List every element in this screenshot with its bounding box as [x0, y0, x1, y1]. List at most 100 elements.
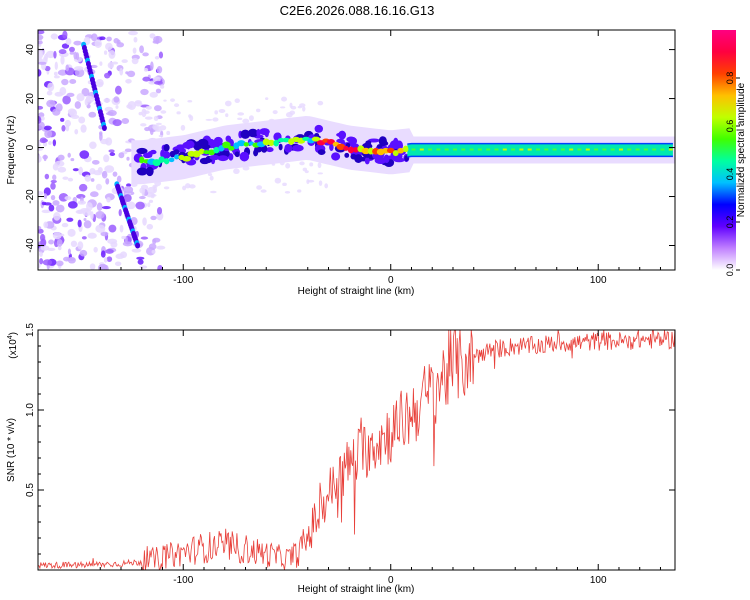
spectrogram-noise-cell	[38, 147, 44, 151]
spectrogram-noise-cell	[73, 40, 82, 46]
spectrogram-noise-cell	[124, 148, 132, 153]
spectrogram-noise-cell	[242, 118, 250, 124]
spectrogram-noise-cell	[131, 248, 142, 253]
spectrogram-noise-cell	[153, 115, 159, 121]
spectrogram-noise-cell	[188, 114, 192, 118]
spectrogram-y-tick-label: 0	[25, 144, 36, 150]
spectrogram-noise-cell	[106, 256, 113, 262]
spectrogram-ridge-cell	[327, 138, 335, 145]
spectrogram-y-tick-label: 20	[25, 93, 36, 105]
spectrogram-noise-cell	[38, 40, 43, 45]
spectrogram-noise-cell	[79, 150, 90, 159]
spectrogram-core-cell	[652, 148, 657, 151]
spectrogram-noise-cell	[39, 251, 43, 257]
spectrogram-noise-cell	[152, 238, 157, 245]
spectrogram-noise-cell	[72, 168, 79, 172]
spectrogram-ridge-cell	[317, 149, 326, 155]
spectrogram-noise-cell	[38, 69, 42, 77]
spectrogram-ridge-cell	[392, 150, 399, 157]
spectrogram-noise-cell	[145, 105, 152, 110]
spectrogram-noise-cell	[152, 40, 160, 44]
spectrogram-noise-cell	[38, 30, 45, 35]
spectrogram-ridge-cell	[311, 136, 321, 142]
spectrogram-marks	[38, 30, 675, 270]
spectrogram-noise-cell	[50, 182, 56, 190]
spectrogram-noise-cell	[123, 194, 132, 203]
spectrogram-noise-cell	[136, 256, 145, 260]
spectrogram-ridge-cell	[314, 133, 320, 138]
spectrogram-noise-cell	[59, 86, 67, 96]
spectrogram-noise-cell	[104, 264, 109, 270]
spectrogram-noise-cell	[103, 154, 110, 163]
spectrogram-noise-cell	[65, 38, 72, 46]
spectrogram-noise-cell	[260, 189, 267, 193]
spectrogram-noise-cell	[56, 239, 63, 247]
spectrogram-noise-cell	[90, 33, 98, 42]
spectrogram-noise-cell	[176, 111, 181, 115]
spectrogram-core-cell	[419, 148, 424, 151]
spectrogram-noise-cell	[135, 201, 145, 210]
spectrogram-noise-cell	[134, 101, 143, 107]
spectrogram-noise-cell	[116, 175, 122, 183]
spectrogram-noise-cell	[159, 125, 167, 131]
spectrogram-noise-cell	[74, 128, 79, 135]
spectrogram-noise-cell	[52, 174, 57, 181]
spectrogram-noise-cell	[142, 52, 149, 57]
figure-title: C2E6.2026.088.16.16.G13	[280, 3, 435, 18]
spectrogram-noise-cell	[214, 110, 219, 115]
spectrogram-noise-cell	[237, 112, 245, 116]
snr-multiplier-prefix: (x10	[8, 339, 19, 359]
spectrogram-noise-cell	[50, 179, 57, 184]
spectrogram-noise-cell	[121, 117, 130, 124]
colorbar: 0.0 0.2 0.4 0.6 0.8 Normalized spectral ampl…	[712, 30, 747, 276]
spectrogram-ridge-cell	[243, 142, 249, 147]
spectrogram-noise-cell	[302, 106, 306, 112]
spectrogram-core-cell	[643, 148, 648, 151]
spectrogram-noise-cell	[153, 186, 158, 193]
spectrogram-ridge-cell	[336, 132, 345, 137]
spectrogram-noise-cell	[156, 207, 163, 215]
spectrogram-noise-cell	[95, 210, 105, 219]
snr-x-tick-label: -100	[173, 575, 193, 586]
spectrogram-noise-cell	[90, 178, 95, 182]
spectrogram-core-cell	[560, 148, 565, 151]
spectrogram-ridge-cell	[209, 154, 220, 161]
spectrogram-ridge-cell	[331, 152, 341, 161]
spectrogram-noise-cell	[146, 223, 154, 230]
spectrogram-ridge-cell	[158, 156, 165, 163]
spectrogram-noise-cell	[57, 166, 67, 173]
colorbar-label: Normalized spectral amplitude	[736, 82, 747, 217]
spectrogram-noise-cell	[309, 162, 314, 167]
spectrogram-noise-cell	[155, 122, 162, 126]
spectrogram-noise-cell	[45, 50, 56, 59]
spectrogram-noise-cell	[140, 88, 149, 96]
spectrogram-noise-cell	[225, 113, 229, 118]
spectrogram-noise-cell	[69, 51, 75, 55]
spectrogram-noise-cell	[131, 57, 139, 65]
spectrogram-core-cell	[544, 148, 549, 151]
spectrogram-ridge-cell	[395, 140, 404, 151]
spectrogram-ridge-cell	[253, 149, 259, 157]
spectrogram-noise-cell	[67, 256, 76, 264]
spectrogram-noise-cell	[57, 154, 65, 161]
spectrogram-ridge-cell	[182, 155, 192, 162]
spectrogram-ridge-cell	[266, 147, 274, 153]
spectrogram-noise-cell	[66, 92, 75, 98]
spectrogram-noise-cell	[317, 172, 323, 175]
spectrogram-noise-cell	[53, 75, 60, 79]
spectrogram-noise-cell	[93, 246, 98, 253]
spectrogram-noise-cell	[170, 98, 176, 102]
spectrogram-noise-cell	[64, 119, 72, 127]
spectrogram-ridge-cell	[350, 153, 357, 160]
spectrogram-noise-cell	[140, 123, 147, 127]
spectrogram-noise-cell	[70, 240, 78, 248]
spectrogram-noise-cell	[126, 104, 133, 109]
colorbar-tick-label: 0.4	[725, 168, 735, 181]
spectrogram-noise-cell	[158, 51, 164, 59]
colorbar-tick-label: 0.8	[725, 72, 735, 85]
spectrogram-streak-cell	[101, 124, 107, 131]
spectrogram-noise-cell	[77, 219, 82, 228]
spectrogram-noise-cell	[284, 191, 291, 194]
spectrogram-noise-cell	[127, 70, 136, 78]
spectrogram-noise-cell	[101, 205, 111, 210]
